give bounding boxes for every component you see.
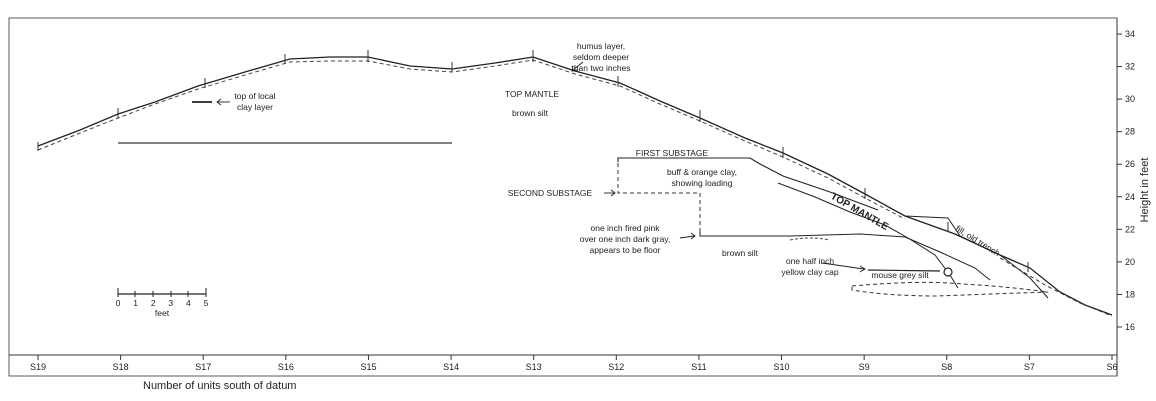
x-tick-label-s10: S10	[774, 362, 790, 372]
scale-tick-label-5: 5	[204, 298, 209, 308]
surface-survey-ticks	[37, 50, 1029, 272]
buff-clay-label-line1: buff & orange clay,	[667, 167, 737, 177]
humus-label-line3: than two inches	[571, 63, 630, 73]
x-tick-label-s18: S18	[113, 362, 129, 372]
y-tick-label-20: 20	[1125, 257, 1135, 267]
scale-tick-label-4: 4	[186, 298, 191, 308]
mouse-grey-silt-lens	[851, 281, 1049, 297]
local-clay-label-line2: clay layer	[237, 102, 273, 112]
clay-cap-label-line1: one half inch	[786, 256, 834, 266]
y-tick-label-22: 22	[1125, 224, 1135, 234]
clay-cap-line	[867, 269, 941, 272]
brown-silt-upper-label: brown silt	[512, 108, 549, 118]
scale-unit-label: feet	[155, 308, 170, 318]
first-substage-line	[617, 157, 879, 211]
scale-tick-label-3: 3	[168, 298, 173, 308]
y-tick-label-30: 30	[1125, 94, 1135, 104]
x-tick-label-s8: S8	[941, 362, 952, 372]
scale-bar: 0 1 2 3 4 5 feet	[116, 288, 209, 318]
fill-old-trench-label: fill, old trench	[954, 223, 1002, 258]
floor-small-dash	[789, 237, 831, 241]
x-tick-label-s13: S13	[526, 362, 542, 372]
y-axis-title: Height in feet	[1139, 158, 1151, 223]
second-substage-dashed-line	[617, 163, 701, 232]
annotation-arrows	[216, 61, 866, 273]
x-tick-label-s9: S9	[859, 362, 870, 372]
clay-cap-marker	[943, 267, 953, 277]
y-tick-label-34: 34	[1125, 29, 1135, 39]
local-clay-label-line1: top of local	[234, 91, 275, 101]
fired-floor-label-line2: over one inch dark gray,	[580, 234, 671, 244]
clay-cap-label-line2: yellow clay cap	[781, 267, 838, 277]
humus-label-line1: humus layer,	[577, 41, 625, 51]
x-tick-label-s14: S14	[443, 362, 459, 372]
top-mantle-slope-label: TOP MANTLE	[829, 191, 891, 233]
x-tick-label-s7: S7	[1024, 362, 1035, 372]
old-trench-line	[904, 215, 1049, 299]
x-tick-label-s6: S6	[1106, 362, 1117, 372]
brown-silt-lower-label: brown silt	[722, 248, 759, 258]
second-substage-label: SECOND SUBSTAGE	[508, 188, 593, 198]
y-axis-ticks: 16 18 20 22 24 26 28 30 32 34	[1117, 29, 1135, 332]
fired-floor-label-line1: one inch fired pink	[591, 223, 661, 233]
x-tick-label-s12: S12	[608, 362, 624, 372]
top-mantle-label: TOP MANTLE	[505, 89, 559, 99]
x-tick-label-s11: S11	[691, 362, 706, 372]
y-tick-label-24: 24	[1125, 192, 1135, 202]
x-tick-label-s17: S17	[195, 362, 211, 372]
y-tick-label-28: 28	[1125, 127, 1135, 137]
humus-label-line2: seldom deeper	[573, 52, 629, 62]
first-substage-label: FIRST SUBSTAGE	[636, 148, 709, 158]
trench-dashed-line	[999, 257, 1113, 317]
y-tick-label-32: 32	[1125, 62, 1135, 72]
x-tick-label-s19: S19	[30, 362, 46, 372]
y-tick-label-16: 16	[1125, 322, 1135, 332]
x-tick-label-s16: S16	[278, 362, 294, 372]
x-axis-title: Number of units south of datum	[143, 380, 296, 392]
floor-line	[699, 232, 991, 281]
scale-tick-label-2: 2	[151, 298, 156, 308]
y-tick-label-26: 26	[1125, 159, 1135, 169]
humus-base-dashed-line	[37, 59, 906, 220]
buff-clay-label-line2: showing loading	[672, 178, 733, 188]
x-axis-ticks: S19 S18 S17 S16 S15 S14 S13 S12 S11 S10 S9 S8 S7 S6	[30, 355, 1118, 372]
mouse-grey-silt-label: mouse grey silt	[871, 270, 929, 280]
fired-floor-label-line3: appears to be floor	[590, 245, 661, 255]
x-tick-label-s15: S15	[360, 362, 376, 372]
scale-tick-label-1: 1	[133, 298, 138, 308]
scale-tick-label-0: 0	[116, 298, 121, 308]
y-tick-label-18: 18	[1125, 289, 1135, 299]
